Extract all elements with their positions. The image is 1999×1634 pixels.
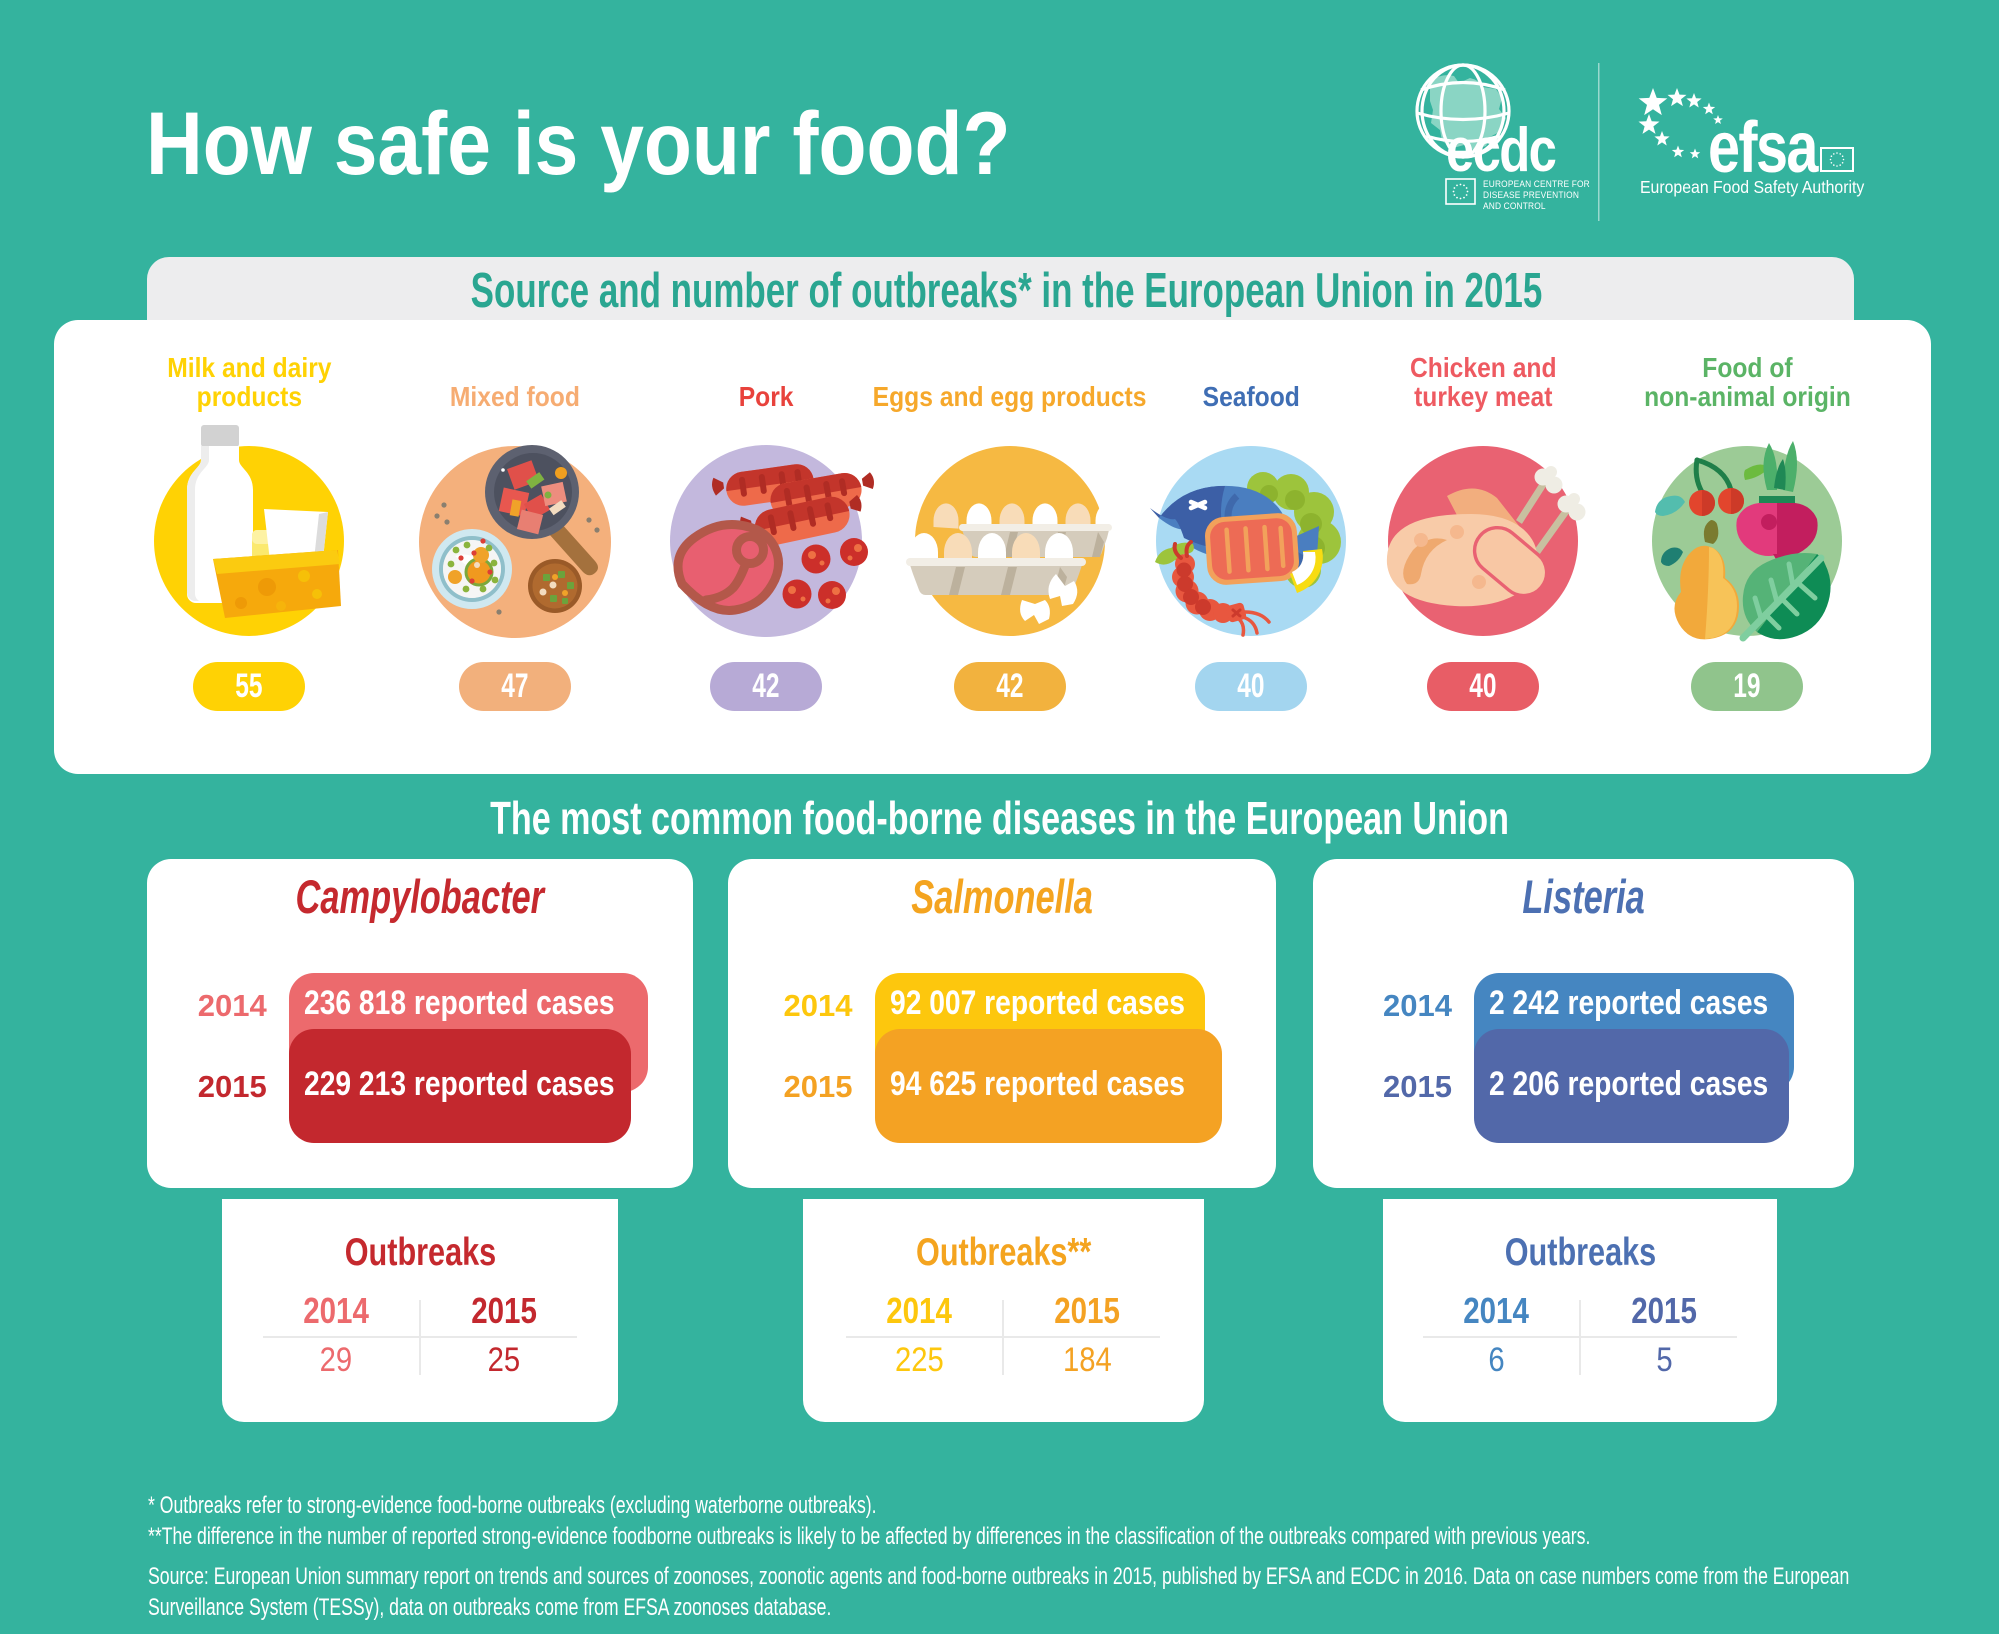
svg-text:efsa: efsa: [1708, 107, 1819, 188]
svg-text:DISEASE PREVENTION: DISEASE PREVENTION: [1483, 190, 1579, 201]
svg-text:AND CONTROL: AND CONTROL: [1483, 201, 1546, 212]
svg-text:European Food Safety Authority: European Food Safety Authority: [1640, 177, 1865, 197]
svg-text:EUROPEAN CENTRE FOR: EUROPEAN CENTRE FOR: [1483, 179, 1590, 190]
svg-text:ecdc: ecdc: [1446, 116, 1556, 185]
